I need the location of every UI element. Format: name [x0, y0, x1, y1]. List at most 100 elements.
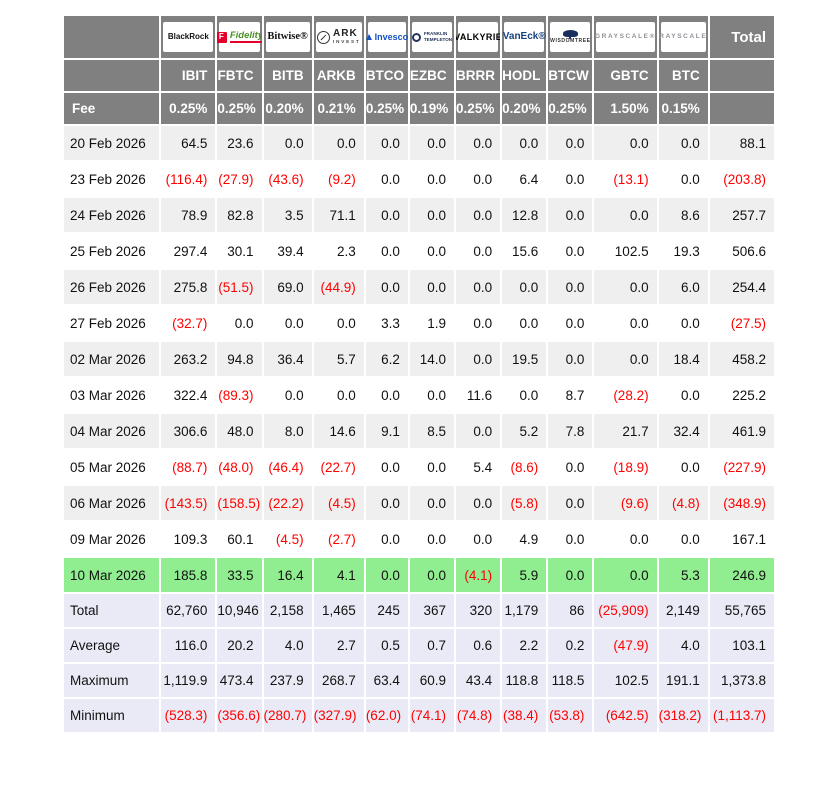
ark-wordmark: ARK: [333, 28, 358, 40]
vaneck-logo: VanEck®: [502, 22, 546, 52]
flow-value-cell: 0.0: [456, 522, 501, 556]
summary-value-cell: 1,119.9: [161, 664, 216, 697]
flow-row: 03 Mar 2026 322.4 (89.3) 0.0 0.0 0.0 0.0 11.6 0.…: [64, 378, 774, 412]
flow-value-cell: 5.7: [313, 342, 364, 376]
ticker-row-end: [709, 60, 774, 91]
summary-value-cell: 1,465: [313, 594, 364, 627]
summary-value-cell: 63.4: [365, 664, 408, 697]
flow-row: 02 Mar 2026 263.2 94.8 36.4 5.7 6.2 14.0 0.0 19.…: [64, 342, 774, 376]
ticker-header: IBIT: [161, 60, 216, 91]
ark-invest-label: INVEST: [333, 39, 361, 45]
flow-value-cell: 0.0: [548, 522, 593, 556]
summary-value-cell: 118.8: [502, 664, 547, 697]
provider-header-ark: ARK INVEST: [313, 16, 364, 58]
summary-value-cell: 1,179: [502, 594, 547, 627]
flow-value-cell: 0.0: [456, 414, 501, 448]
fee-row-label: Fee: [64, 93, 160, 124]
summary-row: Maximum 1,119.9 473.4 237.9 268.7 63.4 60.9 43.…: [64, 664, 774, 697]
flow-value-cell: 19.5: [502, 342, 547, 376]
summary-value-cell: 102.5: [594, 664, 657, 697]
flow-value-cell: 0.0: [502, 270, 547, 304]
vaneck-wordmark: VanEck®: [502, 31, 546, 42]
corner-cell: [64, 16, 160, 58]
summary-row: Minimum (528.3) (356.6) (280.7) (327.9) (62.0…: [64, 699, 774, 732]
fidelity-wordmark: Fidelity: [229, 29, 262, 41]
row-total-cell: 506.6: [709, 234, 774, 268]
summary-value-cell: (280.7): [263, 699, 312, 732]
flow-value-cell: (4.5): [263, 522, 312, 556]
flow-value-cell: (89.3): [217, 378, 262, 412]
fee-value: 0.25%: [548, 93, 593, 124]
summary-value-cell: 0.5: [365, 629, 408, 662]
flow-value-cell: (22.2): [263, 486, 312, 520]
flow-row: 24 Feb 2026 78.9 82.8 3.5 71.1 0.0 0.0 0.0 12.8 0…: [64, 198, 774, 232]
provider-header-vaneck: VanEck®: [502, 16, 547, 58]
total-column-header: Total: [709, 16, 774, 58]
summary-value-cell: 116.0: [161, 629, 216, 662]
flow-value-cell: 0.0: [409, 126, 455, 160]
flow-value-cell: (88.7): [161, 450, 216, 484]
summary-value-cell: 20.2: [217, 629, 262, 662]
summary-value-cell: 473.4: [217, 664, 262, 697]
flow-value-cell: 11.6: [456, 378, 501, 412]
flow-value-cell: 0.0: [409, 270, 455, 304]
summary-value-cell: 245: [365, 594, 408, 627]
flow-value-cell: 6.2: [365, 342, 408, 376]
flow-value-cell: 0.0: [594, 558, 657, 592]
summary-total-cell: 55,765: [709, 594, 774, 627]
flow-value-cell: 185.8: [161, 558, 216, 592]
summary-value-cell: (47.9): [594, 629, 657, 662]
provider-header-valkyrie: VALKYRIE: [456, 16, 501, 58]
flow-value-cell: 8.0: [263, 414, 312, 448]
flow-value-cell: 0.0: [548, 234, 593, 268]
flow-value-cell: 5.2: [502, 414, 547, 448]
flow-value-cell: (5.8): [502, 486, 547, 520]
blackrock-logo: BlackRock: [163, 22, 214, 52]
flow-value-cell: (13.1): [594, 162, 657, 196]
flow-value-cell: 14.6: [313, 414, 364, 448]
date-cell: 04 Mar 2026: [64, 414, 160, 448]
flow-row: 23 Feb 2026 (116.4) (27.9) (43.6) (9.2) 0.0 0.…: [64, 162, 774, 196]
flow-value-cell: 0.0: [313, 306, 364, 340]
summary-row: Total 62,760 10,946 2,158 1,465 245 367 320 1,17…: [64, 594, 774, 627]
flow-value-cell: (22.7): [313, 450, 364, 484]
summary-value-cell: 0.7: [409, 629, 455, 662]
flow-row: 06 Mar 2026 (143.5) (158.5) (22.2) (4.5) 0.0 0…: [64, 486, 774, 520]
page: BlackRock F Fidelity Bitwise® ARK INVEST Inves…: [0, 0, 822, 734]
ticker-header: BTC: [658, 60, 708, 91]
ticker-header: BTCW: [548, 60, 593, 91]
date-cell: 23 Feb 2026: [64, 162, 160, 196]
flow-value-cell: 0.0: [548, 306, 593, 340]
ticker-header: BITB: [263, 60, 312, 91]
invesco-wordmark: Invesco: [374, 31, 408, 42]
summary-value-cell: 43.4: [456, 664, 501, 697]
flow-value-cell: 0.0: [456, 126, 501, 160]
fee-value: 0.25%: [217, 93, 262, 124]
flow-value-cell: 0.0: [217, 306, 262, 340]
summary-total-cell: 1,373.8: [709, 664, 774, 697]
flow-value-cell: 0.0: [658, 126, 708, 160]
date-cell: 24 Feb 2026: [64, 198, 160, 232]
flow-value-cell: 2.3: [313, 234, 364, 268]
flow-value-cell: 0.0: [548, 486, 593, 520]
date-cell: 09 Mar 2026: [64, 522, 160, 556]
flow-row: 09 Mar 2026 109.3 60.1 (4.5) (2.7) 0.0 0.0 0.0 4…: [64, 522, 774, 556]
flow-value-cell: (48.0): [217, 450, 262, 484]
row-total-cell: 254.4: [709, 270, 774, 304]
flow-value-cell: 0.0: [456, 198, 501, 232]
grayscale-logo: GRAYSCALE®: [595, 22, 657, 52]
provider-header-franklin: FRANKLIN TEMPLETON: [409, 16, 455, 58]
grayscale-wordmark: GRAYSCALE®: [595, 32, 657, 40]
flow-value-cell: (158.5): [217, 486, 262, 520]
fidelity-underline: [229, 41, 262, 44]
summary-value-cell: 367: [409, 594, 455, 627]
flow-value-cell: (32.7): [161, 306, 216, 340]
flow-value-cell: 0.0: [594, 270, 657, 304]
row-total-cell: (348.9): [709, 486, 774, 520]
summary-value-cell: (528.3): [161, 699, 216, 732]
provider-header-invesco: Invesco: [365, 16, 408, 58]
flow-value-cell: (43.6): [263, 162, 312, 196]
ticker-row-corner: [64, 60, 160, 91]
flow-value-cell: 0.0: [548, 198, 593, 232]
flow-value-cell: 0.0: [313, 126, 364, 160]
